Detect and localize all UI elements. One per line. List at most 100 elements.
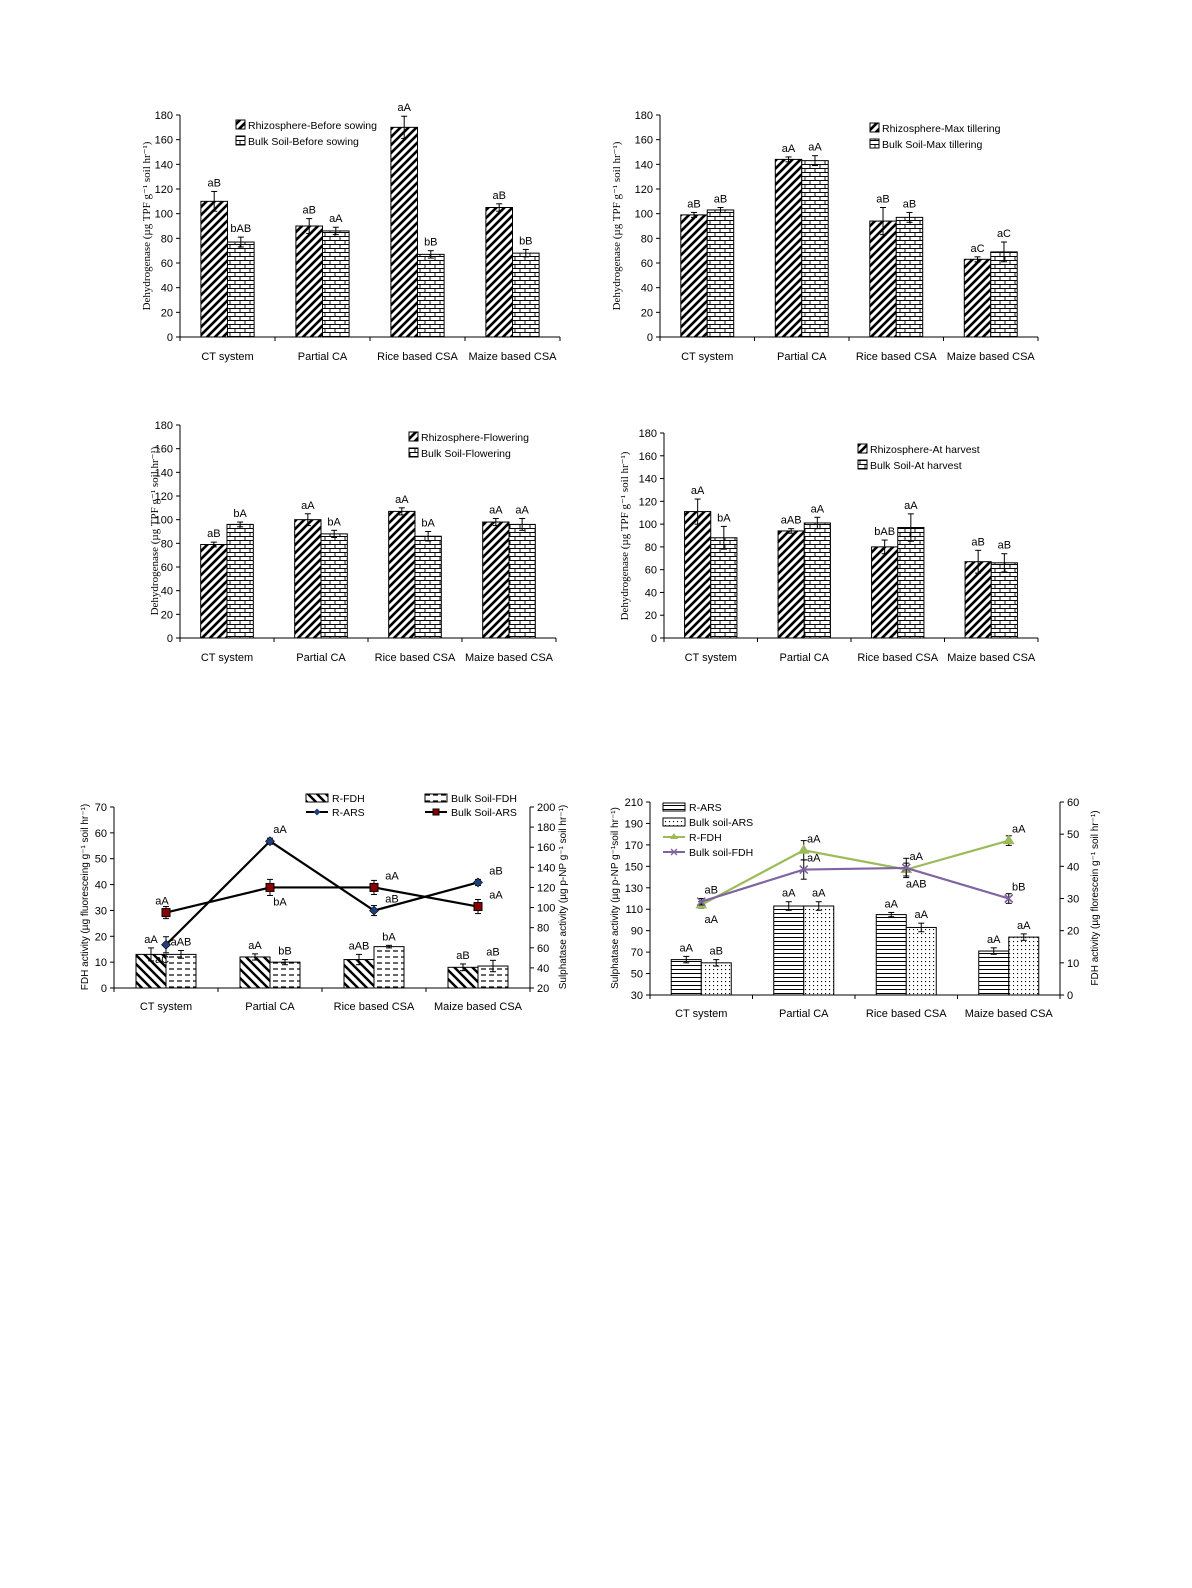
legend-label: Rhizosphere-At harvest — [870, 444, 980, 456]
data-label: aA — [808, 142, 822, 154]
y-tick-label: 10 — [95, 957, 107, 969]
bar-a — [777, 530, 805, 639]
y-tick-label: 110 — [625, 904, 643, 916]
legend-swatch — [869, 122, 880, 133]
bar-a — [963, 258, 992, 338]
data-label: aA — [515, 504, 529, 516]
chart-3: 0 20 40 60 80 100 120 140 160 180 CT system Partial… — [149, 420, 557, 664]
point-marker — [161, 939, 171, 950]
bar-b — [710, 537, 738, 639]
chart-2: 0 20 40 60 80 100 120 140 160 180 CT system Partial… — [611, 110, 1039, 363]
y-axis-title-right: Sulphatase activity (µg p-NP g⁻¹ soil hr… — [558, 805, 569, 990]
category-label: CT system — [681, 351, 733, 363]
y-tick-label: 40 — [161, 283, 173, 295]
line-data-label: aB — [489, 865, 502, 877]
y-tick-label: 190 — [625, 818, 643, 830]
y-tick-label: 60 — [641, 258, 653, 270]
bar-b — [803, 905, 835, 996]
y-tick-label: 180 — [639, 428, 657, 440]
bar-b — [414, 535, 442, 639]
legend-label: Bulk Soil-Flowering — [421, 448, 511, 460]
chart-1: 0 20 40 60 80 100 120 140 160 180 CT system Partial… — [141, 102, 561, 363]
y-tick-label: 140 — [155, 467, 173, 479]
data-label: aA — [691, 485, 705, 497]
bar-a — [964, 561, 992, 639]
y-tick-label-right: 20 — [1067, 926, 1079, 938]
bar-b — [226, 523, 254, 639]
series-line — [700, 866, 1010, 903]
y-tick-label: 160 — [155, 135, 173, 147]
bar-a — [295, 225, 323, 338]
legend-label: R-ARS — [332, 807, 365, 819]
category-label: Maize based CSA — [947, 652, 1036, 664]
legend-label: Bulk soil-ARS — [689, 817, 753, 829]
legend-label: Rhizosphere-Before sowing — [248, 120, 377, 132]
y-tick-label: 20 — [645, 610, 657, 622]
y-tick-label-right: 60 — [1067, 797, 1079, 809]
category-label: Rice based CSA — [334, 1001, 415, 1013]
bar-b — [320, 533, 348, 639]
y-tick-label: 50 — [631, 969, 643, 981]
data-label: aC — [970, 243, 984, 255]
y-tick-label: 70 — [631, 947, 643, 959]
legend-swatch — [869, 138, 880, 149]
y-tick-label: 0 — [101, 983, 107, 995]
point-marker — [265, 882, 275, 892]
category-label: Partial CA — [779, 1008, 829, 1020]
y-tick-label-right: 180 — [537, 822, 555, 834]
bar-b — [990, 251, 1018, 338]
y-axis-title: FDH activity (µg fluoresceing g⁻¹ soil h… — [80, 804, 91, 990]
y-tick-label-right: 200 — [537, 802, 555, 814]
data-label: bA — [382, 931, 396, 943]
category-label: Partial CA — [245, 1001, 295, 1013]
category-label: CT system — [675, 1008, 727, 1020]
point-marker — [265, 836, 275, 847]
y-tick-label: 60 — [645, 565, 657, 577]
bar-a — [680, 214, 708, 338]
line-data-label: aA — [1012, 824, 1026, 836]
y-tick-label: 120 — [635, 184, 653, 196]
point-marker — [161, 908, 171, 918]
y-tick-label: 160 — [635, 135, 653, 147]
point-marker — [696, 897, 706, 907]
point-marker — [901, 863, 911, 873]
legend-marker — [670, 848, 678, 856]
bar-a — [871, 546, 899, 639]
data-label: aA — [1017, 920, 1031, 932]
legend-swatch — [424, 793, 448, 803]
chart-5: 0 10 20 30 40 50 60 70 CT system Partial CA Rice b… — [80, 793, 569, 1013]
bar-b — [905, 926, 937, 996]
y-tick-label: 80 — [641, 233, 653, 245]
y-tick-label: 160 — [155, 444, 173, 456]
point-marker — [473, 902, 483, 912]
category-label: Maize based CSA — [468, 351, 557, 363]
data-label: aA — [248, 940, 262, 952]
y-axis-title-right: FDH activity (µg florescein g⁻¹ soil hr⁻… — [1090, 810, 1101, 985]
point-marker — [1004, 893, 1014, 904]
line-data-label: aA — [385, 870, 399, 882]
data-label: aA — [395, 494, 409, 506]
bar-b — [803, 522, 831, 639]
y-tick-label: 120 — [155, 184, 173, 196]
series-line — [700, 839, 1010, 906]
y-tick-label-right: 20 — [537, 983, 549, 995]
bar-b — [897, 527, 925, 639]
bar-b — [227, 241, 255, 338]
category-label: Maize based CSA — [947, 351, 1036, 363]
line-data-label: aA — [155, 896, 169, 908]
data-label: aA — [397, 102, 411, 114]
bar-b — [990, 562, 1018, 639]
y-tick-label: 70 — [95, 802, 107, 814]
legend-swatch — [305, 793, 329, 803]
y-tick-label-right: 40 — [537, 963, 549, 975]
chart-4: 0 20 40 60 80 100 120 140 160 180 CT system Partial… — [619, 428, 1039, 664]
data-label: aB — [207, 177, 220, 189]
data-label: bA — [327, 516, 341, 528]
data-label: aB — [714, 194, 727, 206]
data-label: bA — [233, 508, 247, 520]
y-tick-label: 40 — [645, 587, 657, 599]
line-data-label: aB — [705, 885, 718, 897]
bar-a — [773, 905, 805, 996]
legend-label: Bulk soil-FDH — [689, 847, 753, 859]
